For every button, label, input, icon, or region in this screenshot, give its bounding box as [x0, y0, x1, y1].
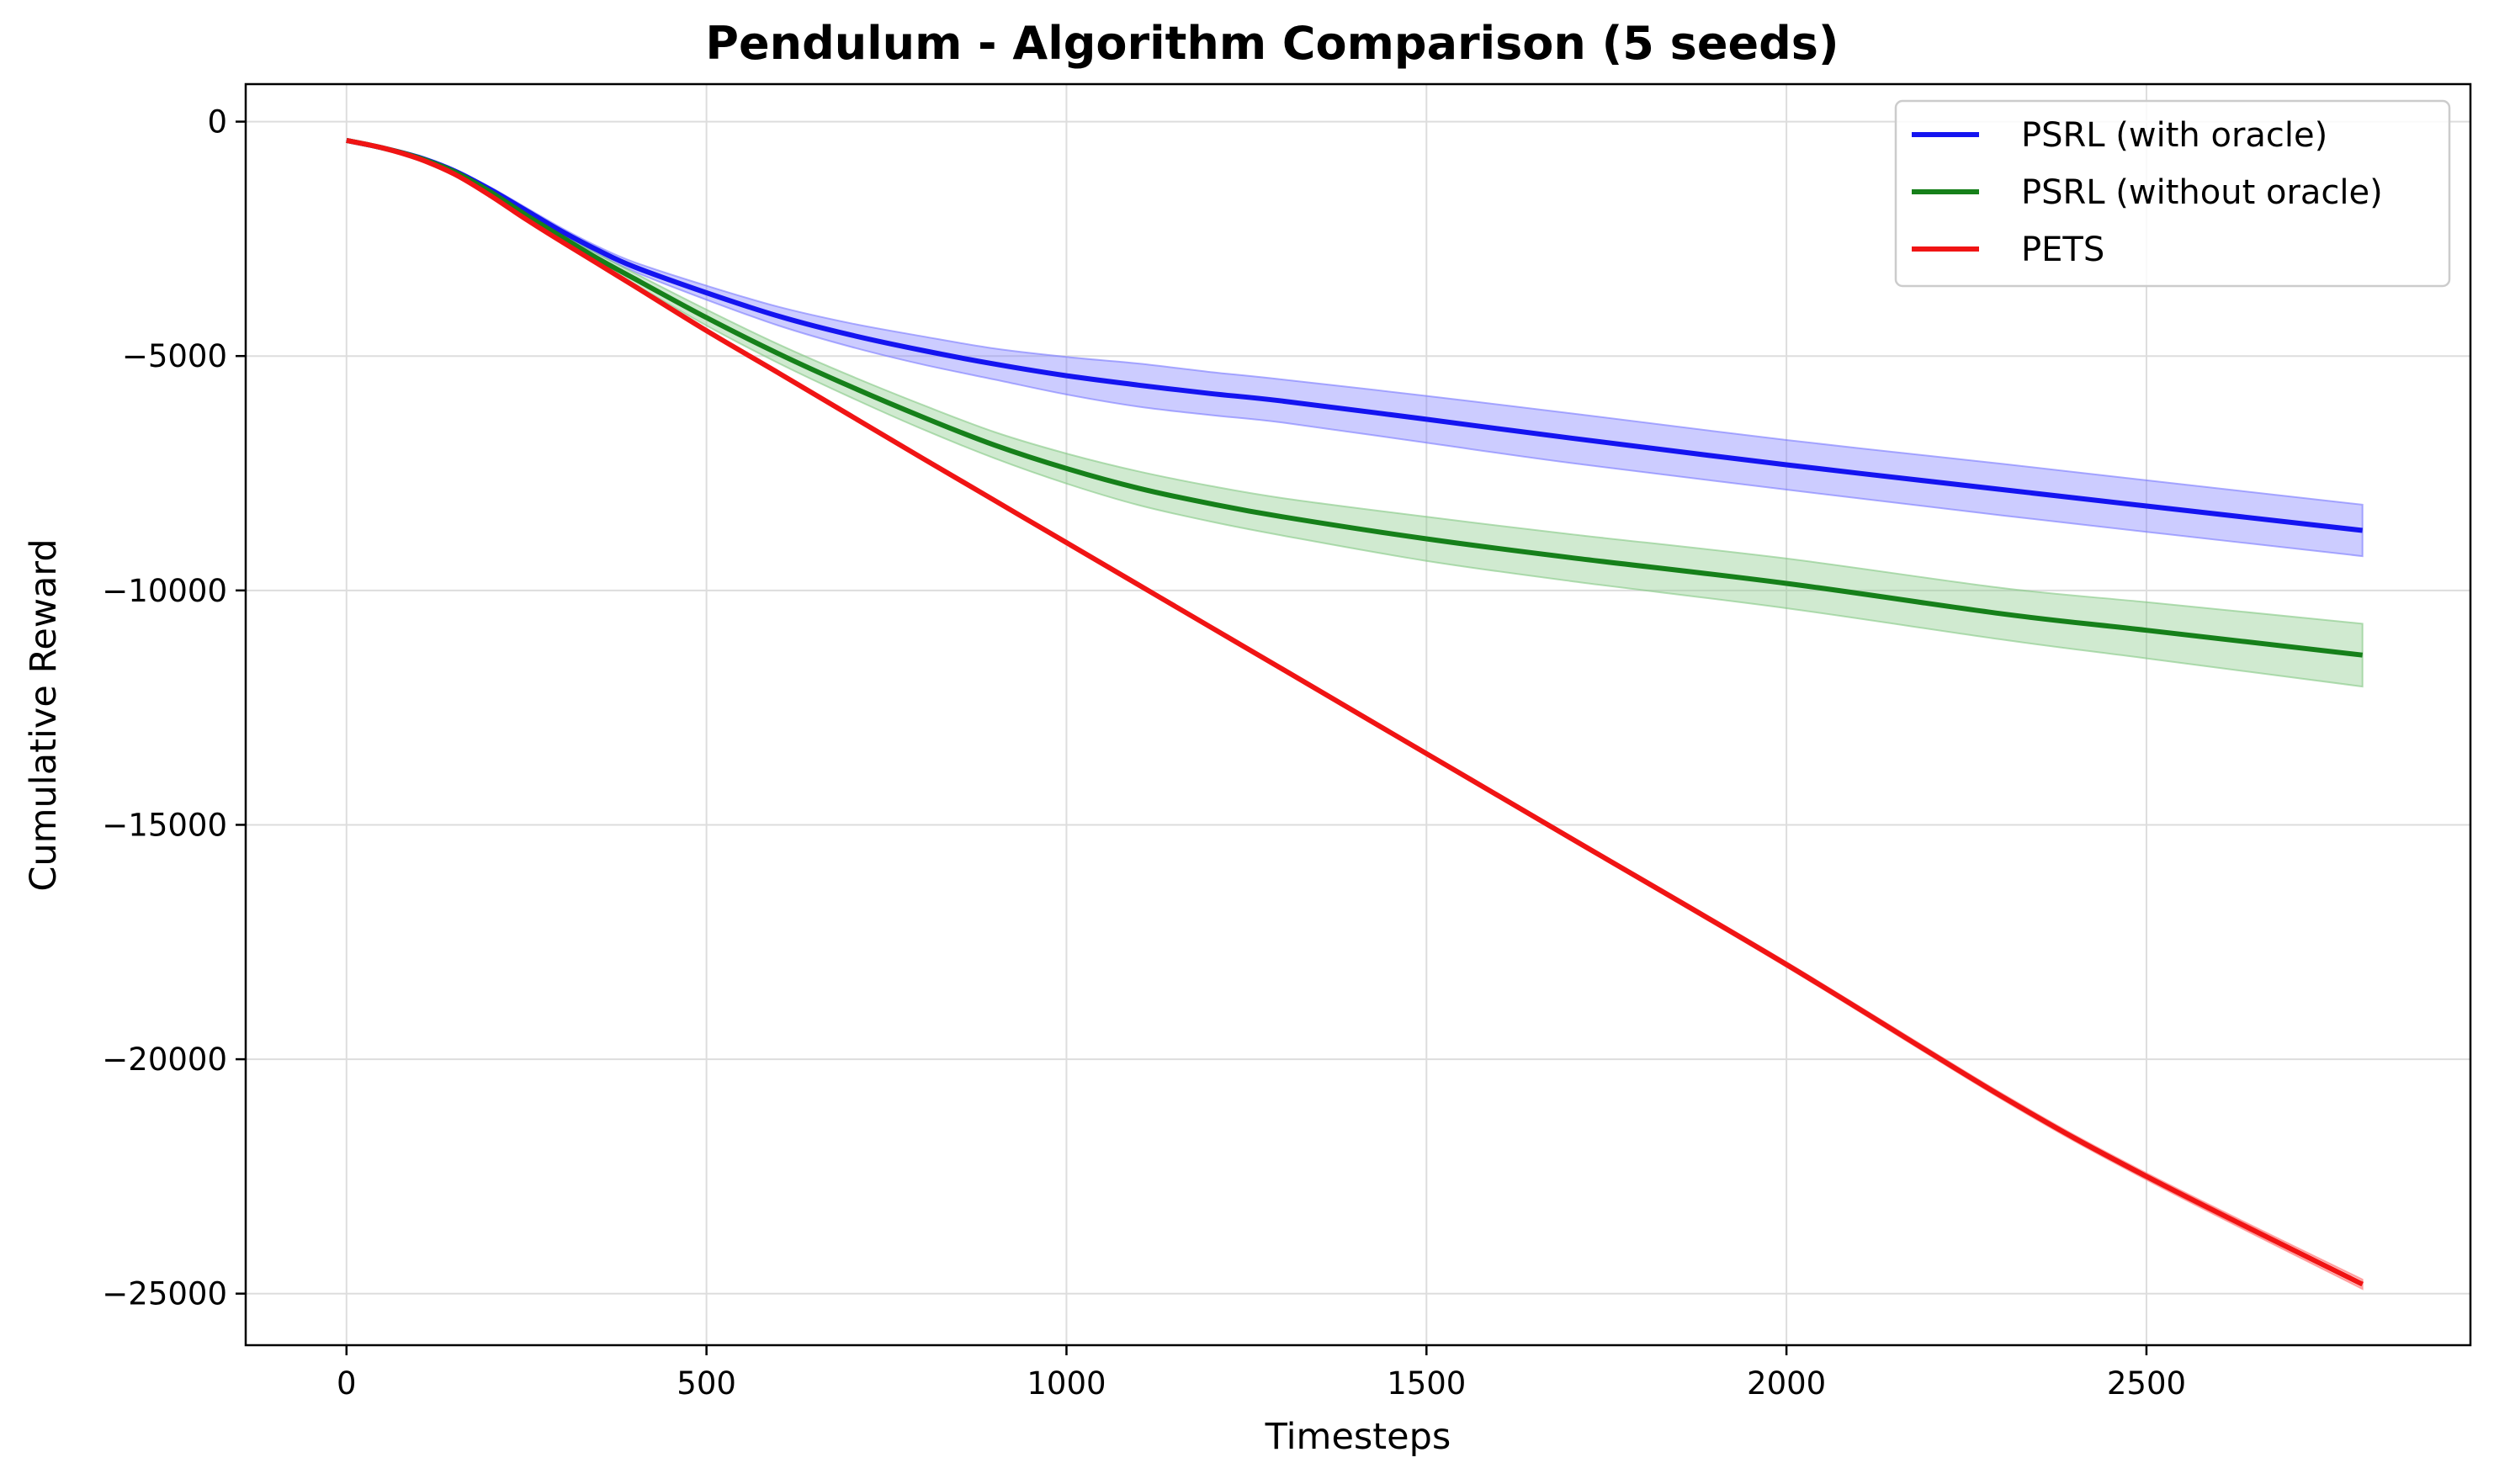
- y-tick-label: −25000: [102, 1276, 227, 1312]
- y-tick-label: −10000: [102, 573, 227, 609]
- y-tick-label: −5000: [122, 338, 227, 374]
- legend-label-psrl-with-oracle: PSRL (with oracle): [2021, 116, 2327, 155]
- line-psrl-without-oracle: [346, 137, 2364, 658]
- legend-entries: PSRL (with oracle) PSRL (without oracle) P…: [1912, 116, 2383, 269]
- x-tick-label: 500: [677, 1365, 736, 1402]
- chart-title: Pendulum - Algorithm Comparison (5 seeds…: [705, 17, 1839, 70]
- legend-box: [1894, 99, 2451, 288]
- y-tick-label: −20000: [102, 1041, 227, 1078]
- line-pets: [346, 137, 2364, 1287]
- x-tick-label: 0: [337, 1365, 357, 1402]
- x-tick-label: 1000: [1027, 1365, 1106, 1402]
- line-psrl-with-oracle: [346, 137, 2364, 533]
- legend-label-pets: PETS: [2021, 231, 2104, 269]
- y-axis-label: Cumulative Reward: [23, 538, 65, 891]
- legend: PSRL (with oracle) PSRL (without oracle) P…: [1894, 99, 2451, 288]
- x-tick-label: 2000: [1747, 1365, 1826, 1402]
- y-tick-label: 0: [207, 104, 227, 140]
- x-tick-label: 1500: [1387, 1365, 1466, 1402]
- x-axis-ticks: 0 500 1000 1500 2000 2500: [337, 1345, 2186, 1402]
- plot-area-frame: [244, 82, 2472, 1347]
- y-tick-label: −15000: [102, 807, 227, 843]
- y-axis-ticks: 0 −5000 −10000 −15000 −20000 −25000: [102, 104, 246, 1312]
- x-axis-label: Timesteps: [1265, 1416, 1451, 1458]
- series-lines: [346, 137, 2364, 1287]
- legend-label-psrl-without-oracle: PSRL (without oracle): [2021, 173, 2383, 212]
- x-tick-label: 2500: [2107, 1365, 2186, 1402]
